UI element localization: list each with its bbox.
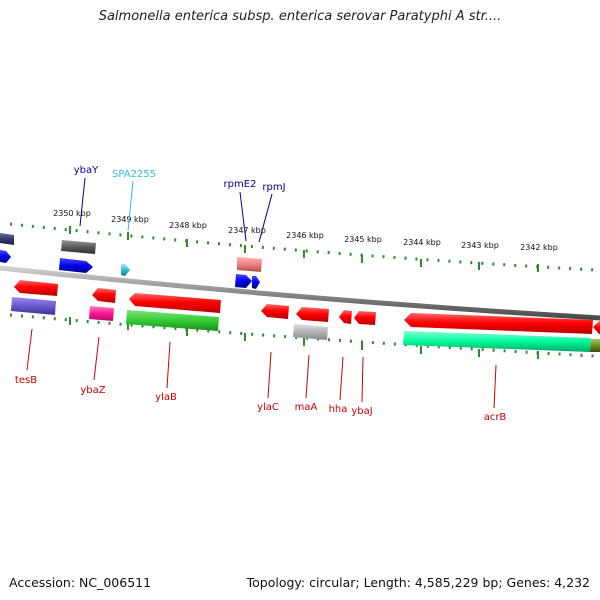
gene-label-ybaZ[interactable]: ybaZ — [80, 385, 105, 396]
gene-right-olive[interactable] — [590, 339, 600, 352]
gene-ybaZ-pink[interactable] — [89, 306, 114, 321]
gene-rpmJ-blue[interactable] — [252, 276, 260, 289]
scale-label-2345: 2345 kbp — [344, 235, 382, 244]
gene-acrB-teal[interactable] — [403, 331, 591, 352]
gene-tesB-purple[interactable] — [11, 297, 56, 315]
gene-label-rpmJ[interactable]: rpmJ — [262, 182, 285, 193]
topology-summary-text: Topology: circular; Length: 4,585,229 bp… — [246, 575, 590, 590]
gene-acrB-red[interactable] — [404, 313, 593, 334]
scale-label-2348: 2348 kbp — [169, 221, 207, 230]
scale-label-2344: 2344 kbp — [403, 238, 441, 247]
gene-right-red[interactable] — [593, 321, 600, 334]
genome-backbone — [0, 265, 600, 321]
gene-label-tesB[interactable]: tesB — [15, 375, 37, 386]
gene-SPA2255[interactable] — [121, 264, 130, 276]
gene-ybaZ-red[interactable] — [92, 288, 116, 303]
gene-ybaY-blue[interactable] — [59, 258, 93, 273]
organism-title: Salmonella enterica subsp. enterica sero… — [98, 9, 502, 24]
gene-label-SPA2255[interactable]: SPA2255 — [112, 169, 156, 180]
gene-rpmE2-salmon[interactable] — [237, 257, 262, 272]
gene-ybaJ-red[interactable] — [354, 311, 376, 325]
gene-maA-red[interactable] — [296, 307, 329, 322]
reverse-strand-features — [11, 280, 600, 352]
lower-leader-lines — [26, 328, 497, 409]
gene-label-rpmE2[interactable]: rpmE2 — [224, 179, 257, 190]
gene-ylaC-red[interactable] — [261, 304, 289, 319]
gene-label-ylaC[interactable]: ylaC — [257, 402, 279, 413]
gene-label-ylaB[interactable]: ylaB — [155, 392, 177, 403]
gene-hha-red[interactable] — [339, 310, 352, 324]
scale-label-2349: 2349 kbp — [111, 215, 149, 224]
scale-label-2347: 2347 kbp — [228, 226, 266, 235]
upper-leader-lines — [79, 177, 273, 243]
gene-label-ybaY[interactable]: ybaY — [74, 165, 99, 176]
gene-label-maA[interactable]: maA — [295, 402, 318, 413]
gene-ybaY-gray[interactable] — [61, 240, 96, 254]
accession-text: Accession: NC_006511 — [9, 575, 152, 590]
forward-strand-features — [0, 233, 262, 289]
gene-navy-left[interactable] — [0, 233, 14, 245]
gene-blue-left-arrow[interactable] — [0, 250, 11, 263]
gene-label-ybaJ[interactable]: ybaJ — [351, 406, 372, 417]
gene-label-hha[interactable]: hha — [329, 404, 348, 415]
scale-label-2342: 2342 kbp — [520, 243, 558, 252]
gene-tesB-red[interactable] — [14, 280, 58, 296]
gene-ylaB-green[interactable] — [126, 310, 219, 331]
gene-rpmE2-blue[interactable] — [235, 274, 252, 288]
gene-maA-gray[interactable] — [293, 324, 328, 340]
gene-ylaB-red[interactable] — [129, 293, 221, 313]
gene-label-acrB[interactable]: acrB — [484, 412, 507, 423]
scale-label-2343: 2343 kbp — [461, 241, 499, 250]
scale-label-2350: 2350 kbp — [53, 209, 91, 218]
scale-label-2346: 2346 kbp — [286, 231, 324, 240]
